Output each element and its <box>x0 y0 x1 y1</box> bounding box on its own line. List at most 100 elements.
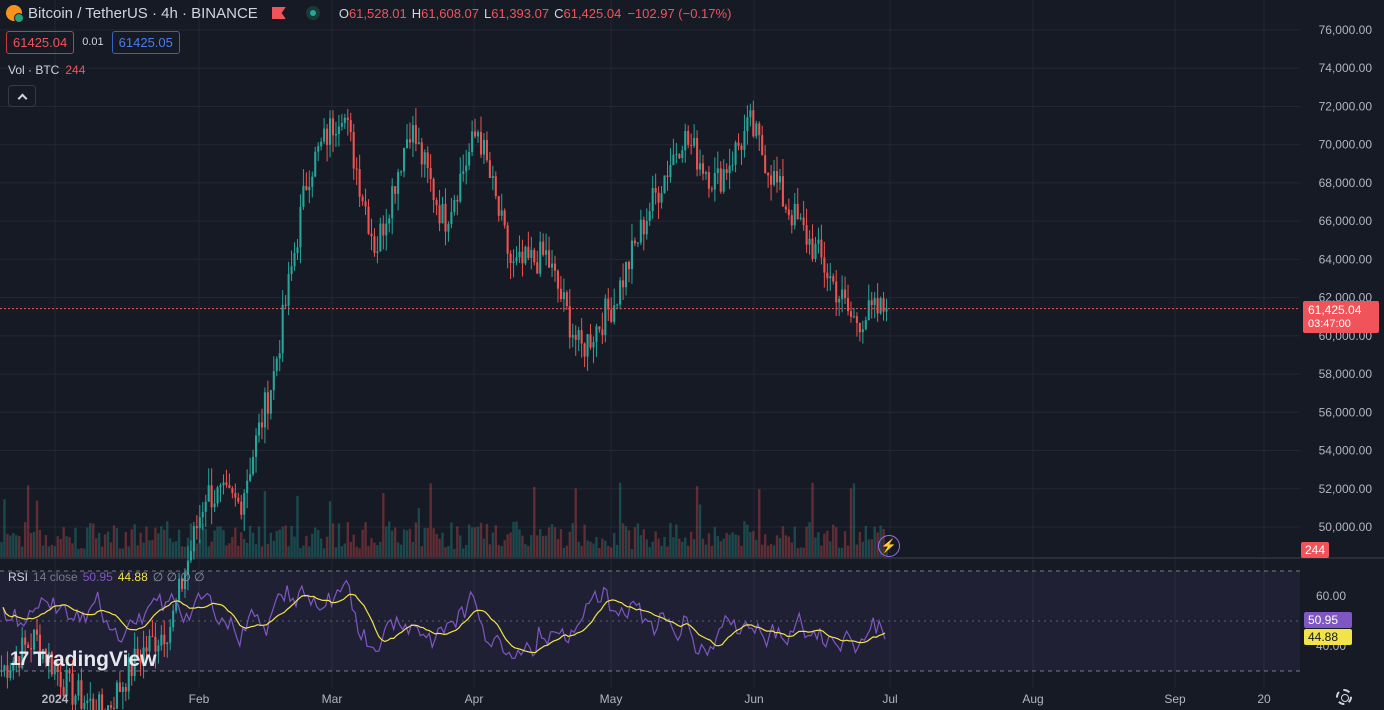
volume-bar <box>852 483 856 557</box>
volume-bar <box>509 532 512 557</box>
candle-body <box>562 292 565 300</box>
candle-body <box>820 239 823 258</box>
lightning-icon[interactable]: ⚡ <box>878 535 900 557</box>
volume-bar <box>565 545 569 557</box>
price-tick-label: 74,000.00 <box>1319 61 1373 75</box>
candle-body <box>38 634 41 660</box>
tradingview-logo[interactable]: 17 TradingView <box>10 648 156 672</box>
sell-button[interactable]: 61425.04 <box>6 30 75 54</box>
price-tick-label: 54,000.00 <box>1319 444 1373 458</box>
volume-bar <box>44 535 48 557</box>
candle-body <box>323 128 326 142</box>
volume-bar <box>393 527 397 557</box>
volume-bar <box>710 545 714 557</box>
volume-bar <box>527 545 530 557</box>
candle-body <box>397 172 400 194</box>
volume-bar <box>180 546 184 557</box>
candle-body <box>701 163 705 174</box>
price-tick-label: 76,000.00 <box>1319 23 1373 37</box>
volume-bar <box>630 548 634 557</box>
volume-bar <box>615 544 619 557</box>
candle-body <box>441 203 444 224</box>
candle-body <box>716 168 719 173</box>
volume-bar <box>465 544 468 557</box>
candle-body <box>263 392 266 428</box>
volume-bar <box>826 530 829 557</box>
candle-body <box>474 131 477 137</box>
volume-bar <box>6 533 9 557</box>
time-tick-label: Feb <box>189 692 210 706</box>
candle-body <box>435 200 438 206</box>
volume-bar <box>53 546 56 557</box>
volume-bar <box>598 547 601 557</box>
rsi-ma-line <box>2 593 886 654</box>
buy-button[interactable]: 61425.05 <box>111 30 180 54</box>
market-status-icon[interactable] <box>305 6 320 20</box>
volume-bar <box>840 547 844 557</box>
candle-body <box>352 132 355 169</box>
volume-bar <box>121 548 125 557</box>
time-tick-label: 2024 <box>42 692 69 706</box>
candle-body <box>175 600 178 611</box>
volume-bar <box>47 546 51 557</box>
volume-bar <box>243 539 246 557</box>
symbol-title[interactable]: Bitcoin / TetherUS · 4h · BINANCE <box>28 4 258 22</box>
volume-bar <box>263 491 267 557</box>
volume-legend[interactable]: Vol · BTC 244 <box>8 63 85 77</box>
volume-bar <box>240 532 243 557</box>
volume-bar <box>811 482 814 557</box>
candle-body <box>636 242 639 244</box>
candle-body <box>663 175 666 194</box>
volume-bar <box>675 524 678 557</box>
collapse-legend-button[interactable] <box>8 85 36 107</box>
volume-bar <box>556 539 560 557</box>
volume-bar <box>766 545 770 557</box>
volume-bar <box>50 544 53 557</box>
candle-body <box>580 330 583 344</box>
candle-body <box>598 326 601 330</box>
candle-body <box>257 422 261 436</box>
gear-icon[interactable] <box>1336 689 1352 705</box>
candle-body <box>189 551 192 561</box>
candle-body <box>811 238 814 259</box>
volume-bar <box>808 522 811 557</box>
volume-bar <box>453 548 456 557</box>
volume-bar <box>396 542 400 557</box>
volume-bar <box>213 530 216 557</box>
volume-bar <box>858 531 862 557</box>
volume-bar <box>719 541 722 557</box>
rsi-legend[interactable]: RSI 14 close 50.95 44.88 ∅ ∅ ∅ ∅ <box>8 570 205 584</box>
volume-bar <box>275 531 278 557</box>
volume-bar <box>56 536 59 557</box>
candle-body <box>704 172 707 174</box>
volume-bar <box>802 547 805 557</box>
volume-bar <box>68 537 71 557</box>
volume-bar <box>293 536 296 557</box>
rsi-tick-label: 60.00 <box>1316 589 1346 603</box>
volume-bar <box>438 538 441 557</box>
volume-bar <box>284 525 287 557</box>
candle-body <box>21 637 24 668</box>
candle-body <box>693 137 696 146</box>
candle-body <box>65 669 68 696</box>
candle-body <box>320 141 323 147</box>
candle-body <box>183 573 187 590</box>
candle-body <box>536 262 539 274</box>
candle-body <box>509 253 512 263</box>
candle-body <box>163 634 166 645</box>
bitcoin-tether-icon <box>6 5 24 23</box>
volume-bar <box>618 482 622 557</box>
volume-bar <box>772 545 776 557</box>
candle-body <box>556 270 559 289</box>
volume-bar <box>248 525 252 557</box>
volume-bar <box>334 547 338 557</box>
flag-icon[interactable] <box>271 7 286 19</box>
candle-body <box>787 209 790 216</box>
candle-body <box>826 272 829 279</box>
candle-body <box>329 118 332 145</box>
volume-bar <box>500 545 503 557</box>
candle-body <box>35 629 39 635</box>
volume-bar <box>15 535 18 557</box>
candle-body <box>121 687 124 693</box>
